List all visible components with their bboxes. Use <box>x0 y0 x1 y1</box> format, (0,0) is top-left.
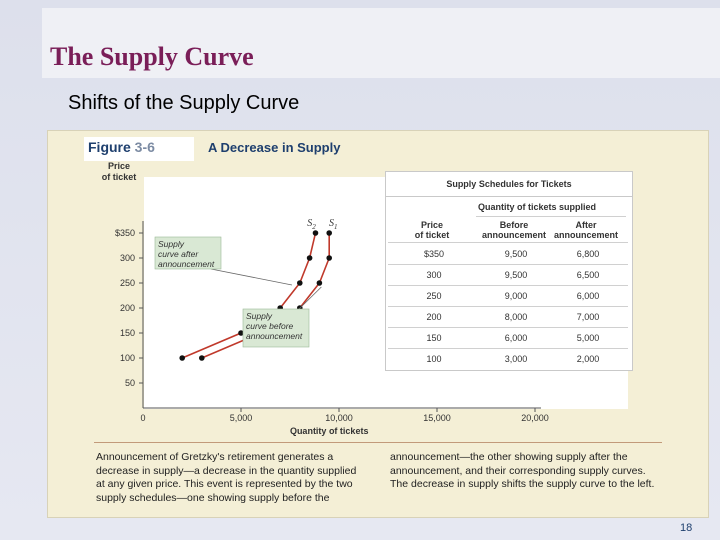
supply-schedule-table: Supply Schedules for Tickets Quantity of… <box>385 171 633 371</box>
slide-subtitle: Shifts of the Supply Curve <box>68 92 300 114</box>
y-tick-label: 250 <box>120 278 135 288</box>
y-tick-label: 100 <box>120 353 135 363</box>
table-cell-price: 250 <box>426 291 442 301</box>
series-label: S1 <box>329 218 338 231</box>
caption-right: announcement—the other showing supply af… <box>390 451 655 490</box>
table-cell-after: 2,000 <box>576 354 600 364</box>
data-point <box>326 230 333 236</box>
table-divider <box>388 285 628 286</box>
figure-title: A Decrease in Supply <box>208 140 341 155</box>
table-cell-price: $350 <box>423 249 445 259</box>
table-col-after: After announcement <box>553 220 618 240</box>
supply-curve-s2 <box>181 232 317 359</box>
table-divider <box>388 264 628 265</box>
table-col-price: Price of ticket <box>414 220 450 240</box>
table-divider <box>388 348 628 349</box>
table-col-before: Before announcement <box>481 220 546 240</box>
y-axis-label: of ticket <box>102 172 137 182</box>
annotation-leader <box>298 286 322 310</box>
annotation-text: announcement <box>246 331 303 341</box>
caption-left: Announcement of Gretzky's retirement gen… <box>96 451 357 504</box>
y-tick-label: 300 <box>120 253 135 263</box>
x-tick-label: 10,000 <box>325 413 353 423</box>
y-tick-label: 50 <box>125 378 135 388</box>
table-row: 300 9,500 6,500 <box>388 265 628 285</box>
table-cell-price: 300 <box>426 270 442 280</box>
slide-title: The Supply Curve <box>50 42 254 71</box>
figure-number-value: 3-6 <box>134 139 155 155</box>
supply-chart: $350 300 250 200 150 100 50 0 5,000 10,000 15,000 2… <box>102 161 549 436</box>
y-tick-label: 150 <box>120 328 135 338</box>
data-point <box>326 255 333 261</box>
table-divider <box>388 327 628 328</box>
figure-label: Figure <box>88 139 131 155</box>
y-tick-label: 200 <box>120 303 135 313</box>
table-cell-after: 5,000 <box>576 333 600 343</box>
annotation-leader <box>210 268 293 286</box>
data-point <box>179 355 185 361</box>
figure-number: Figure 3-6 <box>88 139 155 155</box>
table-cell-after: 6,500 <box>576 270 600 280</box>
table-cell-before: 9,500 <box>504 249 528 259</box>
data-point <box>316 280 323 286</box>
table-cell-before: 8,000 <box>504 312 528 322</box>
table-cell-before: 6,000 <box>504 333 528 343</box>
page-number: 18 <box>680 522 693 534</box>
table-cell-before: 9,000 <box>504 291 528 301</box>
data-point <box>312 230 319 236</box>
annotation-box <box>242 308 310 348</box>
figure-panel: Figure 3-6 A Decrease in Supply $350 300 2… <box>47 130 709 518</box>
table-divider <box>388 242 628 243</box>
table-group-header: Quantity of tickets supplied <box>478 202 597 212</box>
x-axis-label: Quantity of tickets <box>290 426 369 436</box>
series-label-letter: S <box>307 218 312 229</box>
data-point <box>238 330 244 336</box>
annotation-text: curve before <box>246 321 294 331</box>
table-divider <box>476 216 626 217</box>
figure-tab <box>84 137 194 161</box>
caption-divider <box>94 442 662 443</box>
x-tick-label: 5,000 <box>230 413 253 423</box>
data-point <box>306 255 313 261</box>
annotation-text: curve after <box>158 249 199 259</box>
table-row: $350 9,500 6,800 <box>388 244 628 264</box>
table-cell-before: 9,500 <box>504 270 528 280</box>
x-tick-label: 0 <box>140 413 145 423</box>
table-cell-price: 200 <box>426 312 442 322</box>
annotation-text: announcement <box>158 259 215 269</box>
table-cell-before: 3,000 <box>504 354 528 364</box>
table-cell-after: 6,000 <box>576 291 600 301</box>
table-cell-after: 6,800 <box>576 249 600 259</box>
table-row: 150 6,000 5,000 <box>388 328 628 348</box>
table-cell-price: 150 <box>426 333 442 343</box>
y-tick-label: $350 <box>115 228 135 238</box>
table-cell-after: 7,000 <box>576 312 600 322</box>
annotation-text: Supply <box>246 311 273 321</box>
x-tick-label: 15,000 <box>423 413 451 423</box>
table-row: 200 8,000 7,000 <box>388 307 628 327</box>
data-point <box>199 355 205 361</box>
table-title: Supply Schedules for Tickets <box>386 172 632 197</box>
series-label: S2 <box>307 218 316 231</box>
series-label-subscript: 1 <box>334 223 338 231</box>
series-label-subscript: 2 <box>312 223 316 231</box>
table-divider <box>388 306 628 307</box>
series-label-letter: S <box>329 218 334 229</box>
annotation-text: Supply <box>158 239 185 249</box>
y-axis-label: Price <box>108 161 130 171</box>
x-tick-label: 20,000 <box>521 413 549 423</box>
table-cell-price: 100 <box>426 354 442 364</box>
data-point <box>297 280 303 286</box>
table-row: 250 9,000 6,000 <box>388 286 628 306</box>
title-band <box>42 8 720 78</box>
table-row: 100 3,000 2,000 <box>388 349 628 369</box>
annotation-box <box>154 236 222 270</box>
